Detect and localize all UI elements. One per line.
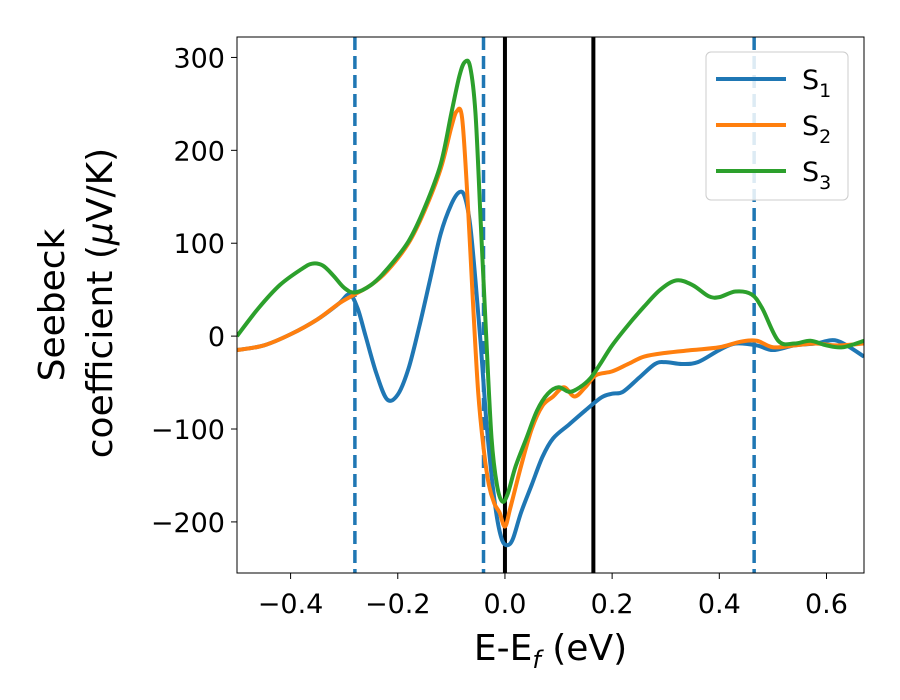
y-tick-label: −200 <box>151 508 225 539</box>
x-tick-label: 0.2 <box>591 589 634 620</box>
reference-lines <box>353 37 756 573</box>
y-axis-label-suffix: V/K) <box>80 148 121 222</box>
series-line-s3 <box>237 58 864 504</box>
x-axis-ticks: −0.4 −0.2 0.0 0.2 0.4 0.6 <box>258 573 848 620</box>
x-tick-label: −0.4 <box>258 589 324 620</box>
x-axis-label-unit: (eV) <box>541 628 627 669</box>
y-axis-ticks: 300 200 100 0 −100 −200 <box>151 43 237 539</box>
plot-frame <box>236 36 865 574</box>
legend-label-s2: S2 <box>802 111 831 148</box>
y-tick-label: −100 <box>151 415 225 446</box>
x-tick-label: 0.4 <box>698 589 741 620</box>
y-axis-label-mu: μ <box>80 222 121 246</box>
y-axis-label: Seebeck coefficient (μV/K) <box>32 148 121 458</box>
x-axis-label-main: E-E <box>474 628 532 669</box>
legend-label-s1: S1 <box>802 65 831 102</box>
y-tick-label: 100 <box>173 229 225 260</box>
y-axis-label-line1: Seebeck <box>32 228 73 381</box>
y-axis-label-line2: coefficient (μV/K) <box>80 148 121 458</box>
x-tick-label: −0.2 <box>365 589 431 620</box>
y-tick-label: 200 <box>173 136 225 167</box>
y-tick-label: 0 <box>208 322 225 353</box>
legend: S1 S2 S3 <box>705 51 849 201</box>
y-tick-label: 300 <box>173 43 225 74</box>
x-axis-label: E-Ef (eV) <box>474 628 627 674</box>
legend-label-s3: S3 <box>802 157 831 194</box>
series-lines <box>237 58 864 548</box>
x-tick-label: 0.0 <box>483 589 526 620</box>
series-line-s1 <box>237 189 864 548</box>
y-axis-label-prefix: coefficient ( <box>80 245 121 458</box>
x-tick-label: 0.6 <box>805 589 848 620</box>
